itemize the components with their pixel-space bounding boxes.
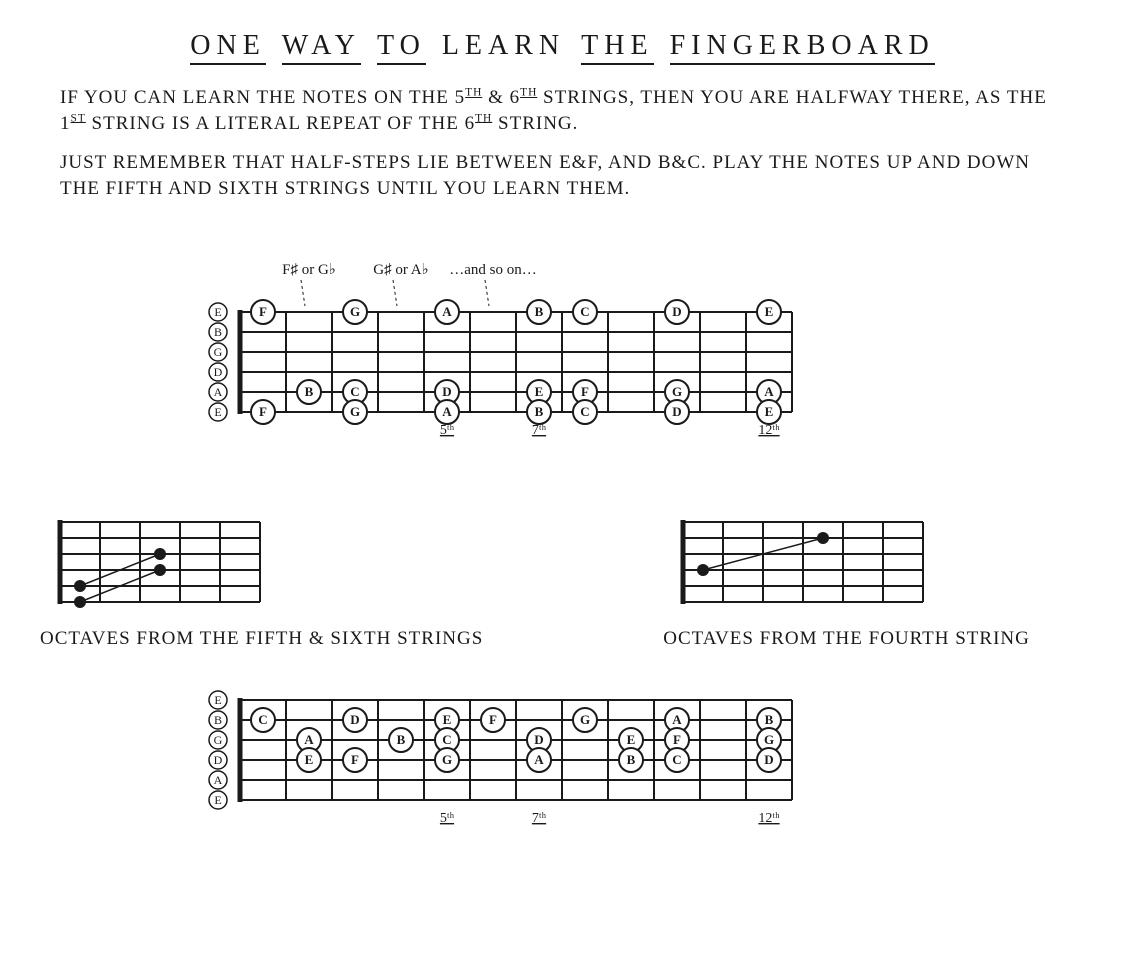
svg-text:F: F [259, 404, 267, 419]
svg-text:B: B [627, 752, 636, 767]
svg-text:F♯ or G♭: F♯ or G♭ [282, 262, 336, 278]
svg-text:D: D [214, 753, 223, 767]
svg-text:B: B [535, 404, 544, 419]
svg-text:F: F [581, 384, 589, 399]
svg-text:B: B [397, 732, 406, 747]
svg-text:F: F [351, 752, 359, 767]
svg-text:A: A [442, 304, 452, 319]
svg-text:C: C [258, 712, 267, 727]
svg-text:E: E [765, 304, 774, 319]
svg-text:G: G [350, 404, 360, 419]
svg-text:C: C [442, 732, 451, 747]
svg-text:G: G [442, 752, 452, 767]
svg-text:B: B [535, 304, 544, 319]
svg-text:A: A [304, 732, 314, 747]
svg-text:F: F [489, 712, 497, 727]
svg-text:D: D [214, 365, 223, 379]
svg-text:5ᵗʰ: 5ᵗʰ [440, 423, 455, 438]
svg-text:G: G [350, 304, 360, 319]
svg-text:E: E [305, 752, 314, 767]
svg-text:E: E [765, 404, 774, 419]
svg-text:E: E [627, 732, 636, 747]
octaves-56-block: Octaves from the fifth & sixth strings [40, 512, 483, 650]
caption-octaves-4: Octaves from the fourth string [663, 628, 1030, 650]
svg-text:A: A [214, 385, 223, 399]
svg-text:E: E [214, 693, 221, 707]
caption-octaves-56: Octaves from the fifth & sixth strings [40, 628, 483, 650]
svg-text:B: B [214, 325, 222, 339]
main-fretboard-diagram: EBGDAEFGABCDEBCDEFGAFGABCDE5ᵗʰ7ᵗʰ12ᵗʰF♯ … [40, 242, 1085, 482]
svg-text:A: A [442, 404, 452, 419]
octaves-4-block: Octaves from the fourth string [663, 512, 1030, 650]
paragraph-1: If you can learn the notes on the 5th & … [60, 85, 1065, 136]
svg-text:B: B [214, 713, 222, 727]
svg-text:F: F [259, 304, 267, 319]
svg-text:D: D [672, 304, 681, 319]
svg-text:B: B [305, 384, 314, 399]
svg-text:12ᵗʰ: 12ᵗʰ [758, 423, 780, 438]
page-title: ONEWAYTOLEARNTHEFINGERBOARD [40, 30, 1085, 65]
svg-text:E: E [535, 384, 544, 399]
svg-text:C: C [672, 752, 681, 767]
lower-fretboard-diagram: EBGDAECDEFGABABCDEFGEFGABCD5ᵗʰ7ᵗʰ12ᵗʰ [40, 670, 1085, 870]
svg-text:G: G [214, 733, 223, 747]
svg-text:C: C [580, 404, 589, 419]
svg-text:7ᵗʰ: 7ᵗʰ [532, 423, 547, 438]
svg-text:G: G [580, 712, 590, 727]
svg-text:G: G [672, 384, 682, 399]
svg-text:5ᵗʰ: 5ᵗʰ [440, 811, 455, 826]
svg-text:G: G [214, 345, 223, 359]
svg-text:A: A [214, 773, 223, 787]
svg-text:7ᵗʰ: 7ᵗʰ [532, 811, 547, 826]
svg-text:D: D [534, 732, 543, 747]
svg-text:C: C [350, 384, 359, 399]
svg-text:E: E [214, 305, 221, 319]
svg-text:A: A [672, 712, 682, 727]
svg-text:G♯ or A♭: G♯ or A♭ [373, 262, 428, 278]
svg-text:D: D [764, 752, 773, 767]
svg-text:12ᵗʰ: 12ᵗʰ [758, 811, 780, 826]
svg-text:D: D [350, 712, 359, 727]
svg-text:G: G [764, 732, 774, 747]
svg-text:F: F [673, 732, 681, 747]
svg-text:D: D [442, 384, 451, 399]
svg-text:A: A [764, 384, 774, 399]
svg-text:E: E [214, 405, 221, 419]
svg-text:E: E [443, 712, 452, 727]
paragraph-2: Just remember that half-steps lie betwee… [60, 150, 1065, 201]
svg-text:E: E [214, 793, 221, 807]
svg-text:C: C [580, 304, 589, 319]
svg-text:A: A [534, 752, 544, 767]
svg-text:B: B [765, 712, 774, 727]
svg-text:D: D [672, 404, 681, 419]
svg-text:…and so on…: …and so on… [449, 262, 537, 278]
